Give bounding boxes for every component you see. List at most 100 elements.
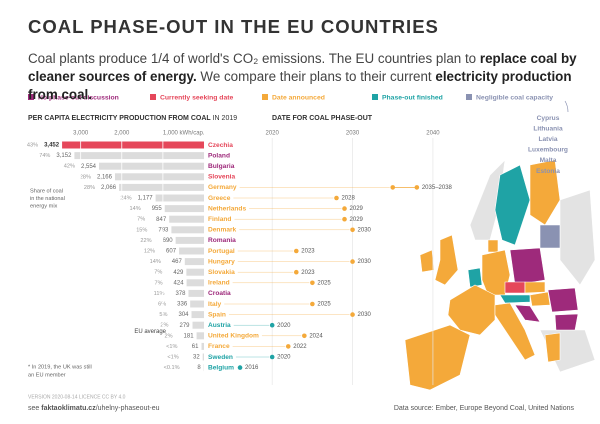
map-country: [559, 189, 596, 286]
dot: [342, 206, 347, 211]
value-label: 793: [158, 227, 169, 233]
footer-link: see faktaoklimatu.cz/uhelny-phaseout-eu: [28, 405, 160, 412]
country-name: Denmark: [208, 227, 237, 234]
map-country: [494, 302, 536, 361]
dot: [269, 354, 275, 360]
country-name: Hungary: [208, 258, 235, 265]
value-label: 336: [177, 302, 188, 308]
bar: [62, 141, 205, 149]
map: [394, 149, 596, 401]
country-name: Czechia: [208, 142, 233, 149]
bar: [99, 162, 204, 170]
dot: [310, 301, 315, 307]
share-label: 24%: [120, 195, 131, 201]
annotation: * In 2019, the UK was still: [28, 364, 92, 370]
dot-chart-title: DATE FOR COAL PHASE-OUT: [272, 115, 373, 122]
share-label: 2%: [164, 333, 172, 339]
date-label: 2016: [245, 365, 259, 371]
title-main: PER CAPITA ELECTRICITY PRODUCTION FROM C…: [28, 115, 211, 122]
subtitle-part: electricity production from coal.: [28, 69, 572, 102]
value-label: 304: [178, 312, 189, 318]
date-label: 2028: [341, 196, 355, 202]
date-label: 2020: [277, 355, 291, 361]
country-name: Spain: [208, 311, 226, 318]
map-country: [434, 234, 459, 286]
bar: [191, 311, 204, 319]
value-label: 2,554: [81, 164, 97, 170]
country-name: Sweden: [208, 354, 233, 361]
annotation: EU average: [134, 329, 166, 335]
share-label: 2%: [160, 323, 168, 329]
bar: [119, 183, 204, 191]
annotation: Share of coal: [30, 188, 63, 194]
annotation: in the national: [30, 196, 65, 202]
country-name: Germany: [208, 184, 237, 191]
date-label: 2025: [317, 302, 331, 308]
subtitle-part: We compare their plans to their current: [196, 69, 436, 84]
value-label: 847: [156, 217, 167, 223]
legend-label: Currently seeking date: [160, 94, 233, 101]
share-label: 15%: [136, 227, 147, 233]
bar: [169, 215, 204, 223]
value-label: 2,166: [97, 174, 113, 180]
annotation: energy mix: [30, 203, 58, 209]
date-label: 2029: [350, 206, 364, 212]
value-label: 3,452: [44, 143, 60, 149]
legend-label: Date announced: [272, 94, 325, 101]
map-country: [447, 284, 496, 336]
share-label: 43%: [27, 142, 38, 148]
bar-chart-title: PER CAPITA ELECTRICITY PRODUCTION FROM C…: [28, 115, 237, 122]
map-country: [539, 224, 561, 249]
value-label: 32: [193, 355, 200, 361]
value-label: 690: [163, 238, 174, 244]
legend-label: Negligible coal capacity: [476, 94, 553, 101]
share-label: 11%: [154, 291, 165, 297]
map-country: [544, 332, 561, 363]
dot: [293, 269, 299, 275]
country-name: Bulgaria: [208, 163, 235, 170]
country-name: Romania: [208, 237, 236, 244]
country-name: Netherlands: [208, 205, 246, 212]
map-country: [494, 164, 531, 246]
x-tick-label: 1,000 kWh/cap.: [163, 131, 205, 137]
country-name: United Kingdom: [208, 333, 259, 340]
country-name: Poland: [208, 152, 230, 159]
bar: [202, 353, 204, 361]
footer-version: VERSION 2020-08-14 LICENCE CC BY 4.0: [28, 394, 126, 400]
negligible-country: Estonia: [536, 168, 560, 175]
x-tick-label: 2,000: [114, 131, 130, 137]
bar: [186, 268, 204, 276]
country-name: Belgium: [208, 364, 234, 371]
value-label: 8: [197, 365, 201, 371]
dot: [269, 322, 275, 328]
value-label: 467: [172, 259, 183, 265]
map-country: [467, 267, 483, 288]
bar: [190, 300, 204, 308]
subtitle: Coal plants produce 1/4 of world's CO₂ e…: [28, 50, 588, 104]
country-name: Greece: [208, 195, 231, 202]
legend-swatch: [372, 94, 378, 100]
map-country: [514, 304, 541, 323]
date-label: 2030: [358, 227, 372, 233]
date-label: 2023: [301, 249, 315, 255]
bar: [186, 279, 204, 287]
negligible-country: Luxembourg: [528, 147, 568, 154]
dot: [285, 344, 291, 349]
value-label: 3,152: [56, 153, 72, 159]
value-label: 424: [174, 280, 185, 286]
country-name: Portugal: [208, 248, 235, 255]
value-label: 61: [192, 344, 199, 350]
share-label: 7%: [137, 217, 145, 223]
map-country: [509, 247, 546, 286]
share-label: 7%: [154, 270, 162, 276]
value-label: 279: [180, 323, 191, 329]
share-label: 22%: [140, 238, 151, 244]
x-tick-label: 2030: [346, 131, 360, 137]
map-country: [547, 287, 579, 313]
share-label: <1%: [167, 354, 178, 360]
country-name: Finland: [208, 216, 231, 223]
bar: [192, 321, 204, 329]
date-label: 2035–2038: [422, 185, 453, 191]
annotation: an EU member: [28, 372, 66, 378]
map-country: [524, 281, 546, 294]
